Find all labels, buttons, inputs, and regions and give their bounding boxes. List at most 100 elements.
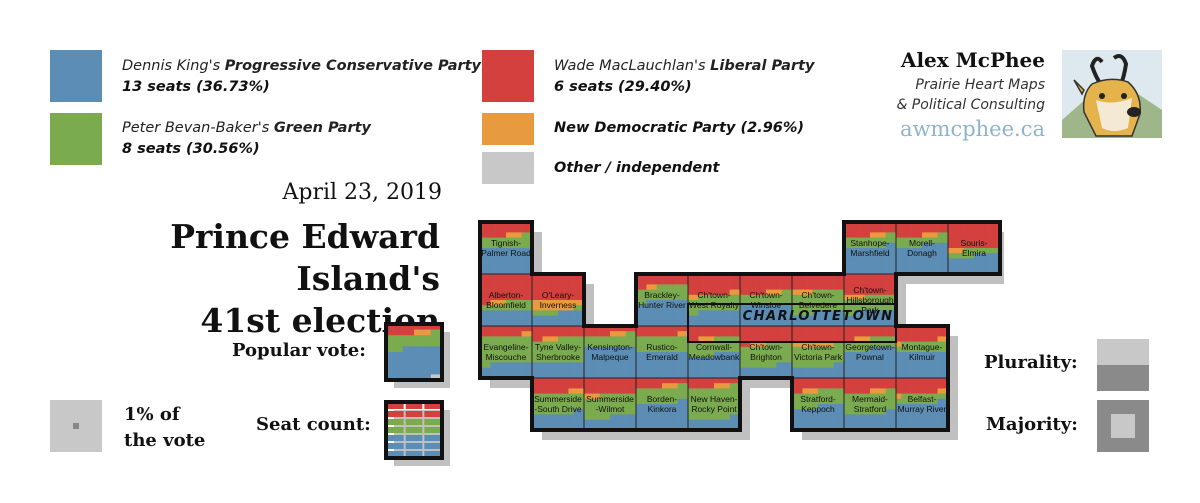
district-cell (646, 398, 652, 405)
district-cell (558, 352, 564, 358)
district-tile[interactable]: Ch'town-Victoria Park (791, 325, 845, 379)
district-cell (636, 326, 642, 332)
district-cell (864, 341, 871, 348)
district-tile[interactable]: Brackley-Hunter River (635, 273, 689, 327)
district-tile[interactable]: Tyne Valley-Sherbrooke (531, 325, 585, 379)
district-cell (932, 341, 938, 348)
district-cell (667, 336, 673, 342)
district-cell (511, 258, 517, 264)
district-cell (994, 237, 1001, 244)
district-tile[interactable]: New Haven-Rocky Point (687, 377, 741, 431)
district-cell (615, 398, 621, 405)
district-tile[interactable]: Ch'town-Hillsborough Park (843, 273, 897, 327)
district-cell (870, 300, 876, 306)
popular-vote-key-cell (430, 374, 437, 381)
district-cell (552, 352, 559, 358)
district-cell (656, 346, 663, 353)
district-tile[interactable]: Mermaid-Stratford (843, 377, 897, 431)
district-tile[interactable]: Ch'town-Winsloe (739, 273, 793, 327)
district-cell (885, 242, 892, 249)
district-cell (870, 279, 876, 285)
district-tile[interactable]: Ch'town-Brighton (739, 325, 793, 379)
district-cell (823, 284, 829, 290)
district-cell (703, 357, 710, 363)
district-tile[interactable]: Georgetown-Pownal (843, 325, 897, 379)
district-tile[interactable]: Alberton-Bloomfield (479, 273, 533, 327)
district-tile[interactable]: Stanhope-Marshfield (843, 221, 897, 275)
district-cell (610, 419, 616, 426)
district-tile[interactable]: Summerside -Wilmot (583, 377, 637, 431)
district-tile[interactable]: Belfast-Murray River (895, 377, 949, 431)
district-cell (781, 305, 788, 311)
district-cell (797, 326, 803, 332)
district-cell (792, 372, 798, 379)
credit-url[interactable]: awmcphee.ca (900, 117, 1045, 141)
district-cell (584, 352, 590, 358)
district-cell (766, 279, 772, 285)
district-tile[interactable]: Evangeline-Miscouche (479, 325, 533, 379)
district-cell (521, 227, 528, 233)
district-cell (651, 294, 658, 301)
district-cell (942, 362, 949, 368)
district-cell (802, 393, 808, 400)
district-cell (890, 263, 897, 270)
district-cell (880, 372, 886, 379)
district-cell (563, 326, 569, 332)
district-tile[interactable]: Tignish-Palmer Road (479, 221, 533, 275)
district-cell (511, 326, 517, 332)
district-cell (693, 336, 699, 342)
district-cell (719, 357, 725, 363)
district-cell (797, 305, 803, 311)
district-cell (682, 341, 689, 348)
district-tile[interactable]: Borden-Kinkora (635, 377, 689, 431)
popular-vote-key-cell (391, 352, 398, 358)
district-tile[interactable]: Cornwall-Meadowbank (687, 325, 741, 379)
district-cell (890, 357, 897, 363)
district-cell (740, 331, 746, 337)
district-cell (724, 393, 730, 400)
district-cell (864, 294, 871, 301)
district-cell (833, 362, 840, 368)
district-cell (864, 367, 871, 374)
district-tile[interactable]: Morell-Donagh (895, 221, 949, 275)
district-cell (615, 326, 621, 332)
district-cell (511, 352, 517, 358)
district-cell (682, 331, 689, 337)
district-cell (578, 372, 585, 379)
district-cell (828, 383, 834, 389)
district-cell (688, 352, 694, 358)
district-cell (547, 404, 554, 410)
popular-vote-key-cell (436, 340, 443, 347)
district-cell (989, 258, 996, 264)
district-cell (854, 284, 860, 290)
district-cell (859, 253, 866, 259)
district-cell (625, 341, 632, 348)
district-cell (558, 300, 564, 306)
district-cell (526, 346, 533, 353)
district-tile[interactable]: Montague-Kilmuir (895, 325, 949, 379)
district-cell (906, 424, 912, 431)
district-cell (485, 320, 491, 327)
district-cell (594, 336, 600, 342)
district-cell (854, 274, 860, 280)
district-cell (610, 404, 616, 410)
district-tile[interactable]: Stratford-Keppoch (791, 377, 845, 431)
district-tile[interactable]: Ch'town-West Royalty (687, 273, 741, 327)
district-cell (880, 419, 886, 426)
district-cell (578, 383, 585, 389)
district-tile[interactable]: Summerside -South Drive (531, 377, 585, 431)
district-cell (714, 424, 720, 431)
district-cell (563, 289, 569, 296)
district-cell (563, 352, 569, 358)
district-cell (828, 326, 834, 332)
district-cell (506, 305, 512, 311)
district-tile[interactable]: Rustico-Emerald (635, 325, 689, 379)
district-tile[interactable]: Souris-Elmira (947, 221, 1001, 275)
district-cell (838, 279, 845, 285)
district-cell (651, 388, 658, 394)
district-cell (984, 222, 990, 228)
district-cell (708, 357, 715, 363)
district-tile[interactable]: O'Leary-Inverness (531, 273, 585, 327)
district-tile[interactable]: Kensington-Malpeque (583, 325, 637, 379)
district-cell (719, 383, 725, 389)
